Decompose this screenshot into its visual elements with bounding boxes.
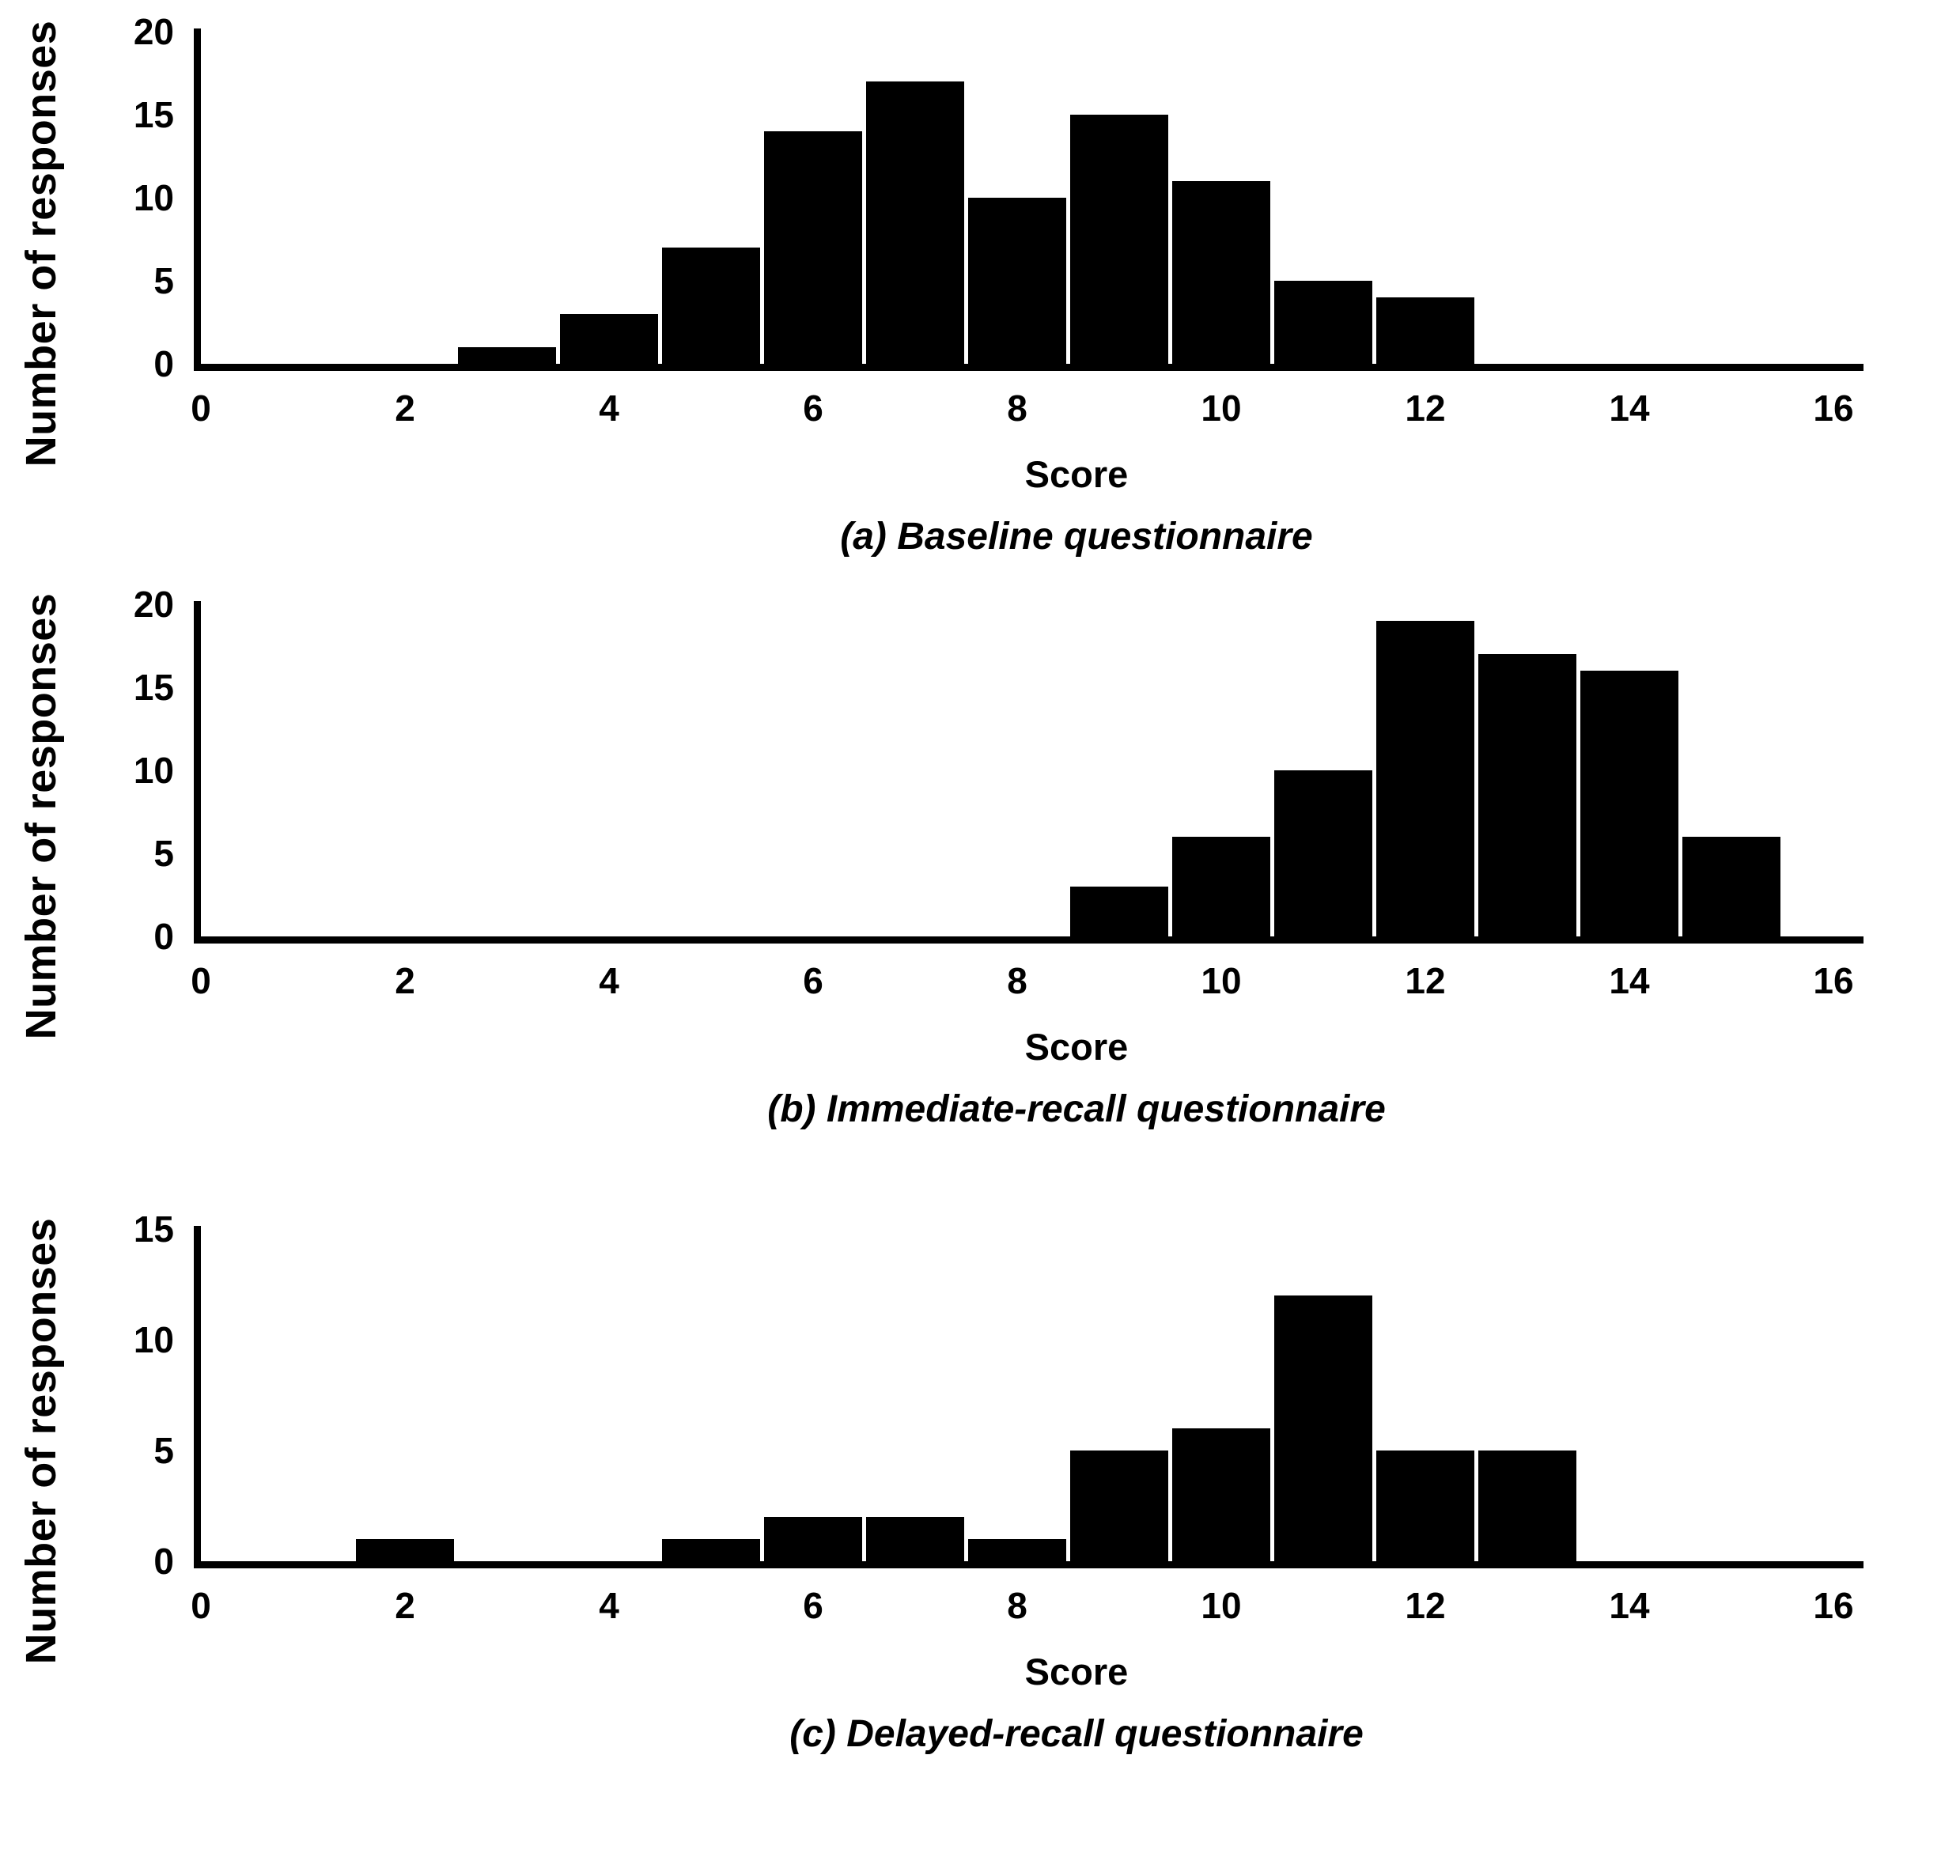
x-tick-label-16: 16 [1813,388,1853,429]
histogram-bar-score-10 [1172,837,1270,936]
x-tick-label-4: 4 [599,1585,619,1626]
x-axis-line [194,364,1864,371]
x-tick-label-6: 6 [803,388,823,429]
y-axis-line [194,28,201,371]
chart-c-ylabel-column: Number of responses [0,1204,82,1756]
y-tick-label-10: 10 [134,1319,174,1360]
chart-b-histogram-canvas: 0 5 10 15 20 0 2 4 6 8 10 12 14 16 [134,584,1864,1001]
y-tick-label-0: 0 [153,1541,174,1582]
y-tick-label-10: 10 [134,750,174,791]
y-tick-label-5: 5 [153,260,174,301]
chart-a-y-axis-label: Number of responses [17,20,65,467]
histogram-bar-score-11 [1274,770,1372,936]
histogram-bar-score-12 [1376,1450,1474,1561]
x-tick-label-0: 0 [191,1585,211,1626]
x-tick-label-2: 2 [395,388,415,429]
chart-c-x-axis-label: Score [1024,1651,1129,1693]
x-tick-label-2: 2 [395,1585,415,1626]
y-tick-label-0: 0 [153,916,174,957]
y-tick-label-20: 20 [134,11,174,52]
histogram-bar-score-7 [866,1517,964,1561]
x-axis-line [194,1561,1864,1568]
y-tick-label-15: 15 [134,1208,174,1250]
x-tick-label-8: 8 [1007,960,1027,1001]
chart-b-y-axis-label: Number of responses [17,592,65,1040]
chart-c-plot-column: 0 5 10 15 0 2 4 6 8 10 12 14 16 Score (c) Delayed-re… [82,1204,1960,1756]
x-tick-label-2: 2 [395,960,415,1001]
chart-a-plot-column: 0 5 10 15 20 0 2 4 6 8 10 12 14 16 Score (a) Baseline… [82,6,1960,558]
x-tick-label-14: 14 [1609,1585,1650,1626]
chart-b-caption: (b) Immediate-recall questionnaire [767,1088,1386,1130]
histogram-bar-score-9 [1070,115,1168,364]
histogram-bar-score-9 [1070,1450,1168,1561]
chart-a-ylabel-column: Number of responses [0,6,82,558]
x-tick-label-6: 6 [803,1585,823,1626]
histogram-bar-score-10 [1172,1428,1270,1561]
chart-c-y-axis-label: Number of responses [17,1217,65,1665]
x-tick-label-0: 0 [191,388,211,429]
y-tick-label-15: 15 [134,667,174,708]
chart-b-plot-column: 0 5 10 15 20 0 2 4 6 8 10 12 14 16 Score (b) Immediat… [82,579,1960,1131]
chart-c-caption: (c) Delayed-recall questionnaire [789,1713,1364,1755]
y-tick-label-10: 10 [134,177,174,218]
chart-b-x-axis-label: Score [1024,1026,1129,1068]
histogram-bar-score-11 [1274,1295,1372,1561]
histogram-bar-score-4 [560,314,658,364]
histogram-bar-score-5 [662,248,760,364]
histogram-bar-score-2 [356,1539,454,1561]
x-tick-label-10: 10 [1201,1585,1241,1626]
histogram-bar-score-5 [662,1539,760,1561]
y-tick-label-5: 5 [153,833,174,874]
x-tick-label-12: 12 [1405,1585,1445,1626]
x-tick-label-12: 12 [1405,388,1445,429]
figure-histogram-panel: Number of responses 0 5 10 15 20 0 2 4 6 8 10 12 14 1… [0,6,1960,1756]
y-tick-label-20: 20 [134,584,174,625]
x-tick-label-10: 10 [1201,388,1241,429]
chart-c-delayed-recall: Number of responses 0 5 10 15 0 2 4 6 8 10 12 14 16 … [0,1204,1960,1756]
x-tick-label-8: 8 [1007,1585,1027,1626]
histogram-bar-score-15 [1682,837,1780,936]
histogram-bar-score-14 [1580,671,1678,936]
x-tick-label-4: 4 [599,388,619,429]
chart-b-ylabel-column: Number of responses [0,579,82,1131]
x-tick-label-16: 16 [1813,960,1853,1001]
y-tick-label-0: 0 [153,343,174,384]
histogram-bar-score-13 [1478,654,1576,936]
y-tick-label-5: 5 [153,1430,174,1471]
chart-a-caption: (a) Baseline questionnaire [840,516,1313,558]
histogram-bar-score-6 [764,131,862,364]
histogram-bar-score-8 [968,1539,1066,1561]
histogram-bar-score-12 [1376,297,1474,364]
x-tick-label-8: 8 [1007,388,1027,429]
histogram-bar-score-10 [1172,181,1270,364]
x-tick-label-14: 14 [1609,960,1650,1001]
x-tick-label-14: 14 [1609,388,1650,429]
histogram-bar-score-12 [1376,621,1474,936]
chart-a-baseline: Number of responses 0 5 10 15 20 0 2 4 6 8 10 12 14 1… [0,6,1960,558]
histogram-bar-score-11 [1274,281,1372,364]
x-tick-label-10: 10 [1201,960,1241,1001]
chart-a-x-axis-label: Score [1024,453,1129,495]
chart-b-immediate-recall: Number of responses 0 5 10 15 20 0 2 4 6 8 10 12 14 1… [0,579,1960,1131]
x-tick-label-16: 16 [1813,1585,1853,1626]
x-tick-label-4: 4 [599,960,619,1001]
histogram-bar-score-13 [1478,1450,1576,1561]
histogram-bar-score-6 [764,1517,862,1561]
x-tick-label-0: 0 [191,960,211,1001]
x-axis-line [194,936,1864,944]
y-tick-label-15: 15 [134,94,174,135]
y-axis-line [194,1226,201,1568]
chart-a-histogram-canvas: 0 5 10 15 20 0 2 4 6 8 10 12 14 16 [134,11,1864,429]
histogram-bar-score-7 [866,81,964,364]
y-axis-line [194,601,201,944]
histogram-bar-score-3 [458,347,556,364]
histogram-bar-score-8 [968,198,1066,364]
histogram-bar-score-9 [1070,887,1168,936]
x-tick-label-6: 6 [803,960,823,1001]
x-tick-label-12: 12 [1405,960,1445,1001]
chart-c-histogram-canvas: 0 5 10 15 0 2 4 6 8 10 12 14 16 [134,1208,1864,1626]
